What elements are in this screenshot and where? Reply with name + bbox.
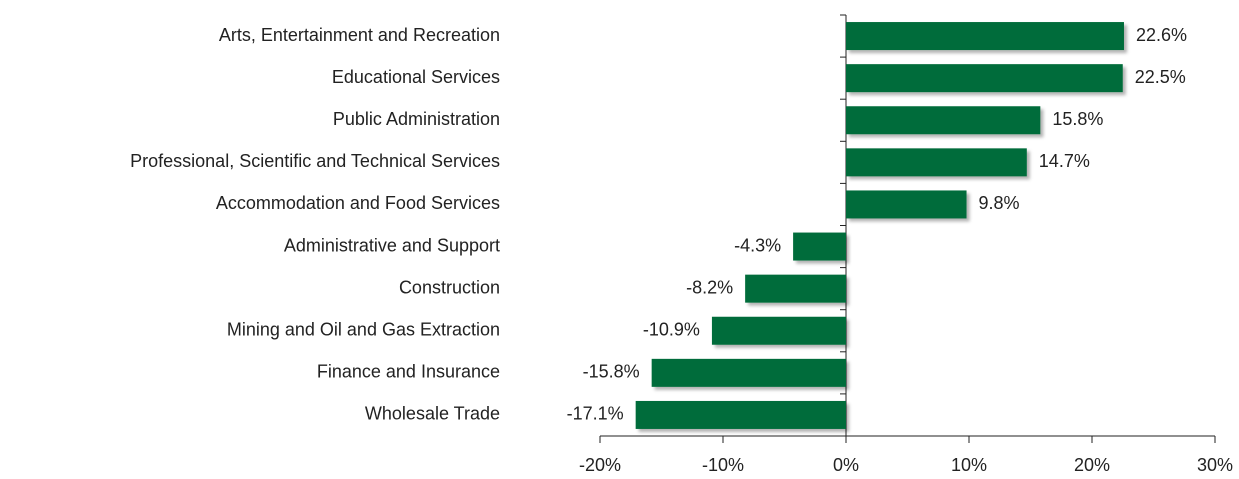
value-label: -15.8% — [583, 362, 640, 382]
y-tick-label: Mining and Oil and Gas Extraction — [227, 320, 500, 340]
bar — [846, 106, 1041, 135]
bar — [793, 232, 846, 261]
y-tick-label: Wholesale Trade — [365, 404, 500, 424]
y-tick-label: Construction — [399, 277, 500, 297]
y-tick-label: Professional, Scientific and Technical S… — [130, 151, 500, 171]
bar — [846, 190, 967, 219]
y-tick-label: Administrative and Support — [284, 235, 500, 255]
x-tick-label: 20% — [1074, 455, 1110, 475]
bar — [846, 22, 1124, 51]
x-tick-label: 10% — [951, 455, 987, 475]
bar — [651, 358, 846, 387]
x-tick-label: -20% — [579, 455, 621, 475]
value-label: 22.6% — [1136, 25, 1187, 45]
x-tick-label: 30% — [1197, 455, 1233, 475]
bar — [846, 64, 1123, 93]
bar — [745, 274, 846, 303]
value-label: 9.8% — [979, 193, 1020, 213]
value-label: -17.1% — [567, 404, 624, 424]
bar — [846, 148, 1027, 177]
value-label: -4.3% — [734, 235, 781, 255]
value-label: 14.7% — [1039, 151, 1090, 171]
y-tick-label: Finance and Insurance — [317, 362, 500, 382]
y-tick-label: Arts, Entertainment and Recreation — [219, 25, 500, 45]
value-label: -8.2% — [686, 277, 733, 297]
x-tick-label: 0% — [833, 455, 859, 475]
value-label: -10.9% — [643, 320, 700, 340]
bar — [635, 400, 846, 429]
y-tick-label: Accommodation and Food Services — [216, 193, 500, 213]
y-tick-label: Educational Services — [332, 67, 500, 87]
value-label: 15.8% — [1052, 109, 1103, 129]
bar — [711, 316, 846, 345]
value-label: 22.5% — [1135, 67, 1186, 87]
x-tick-label: -10% — [702, 455, 744, 475]
y-tick-label: Public Administration — [333, 109, 500, 129]
